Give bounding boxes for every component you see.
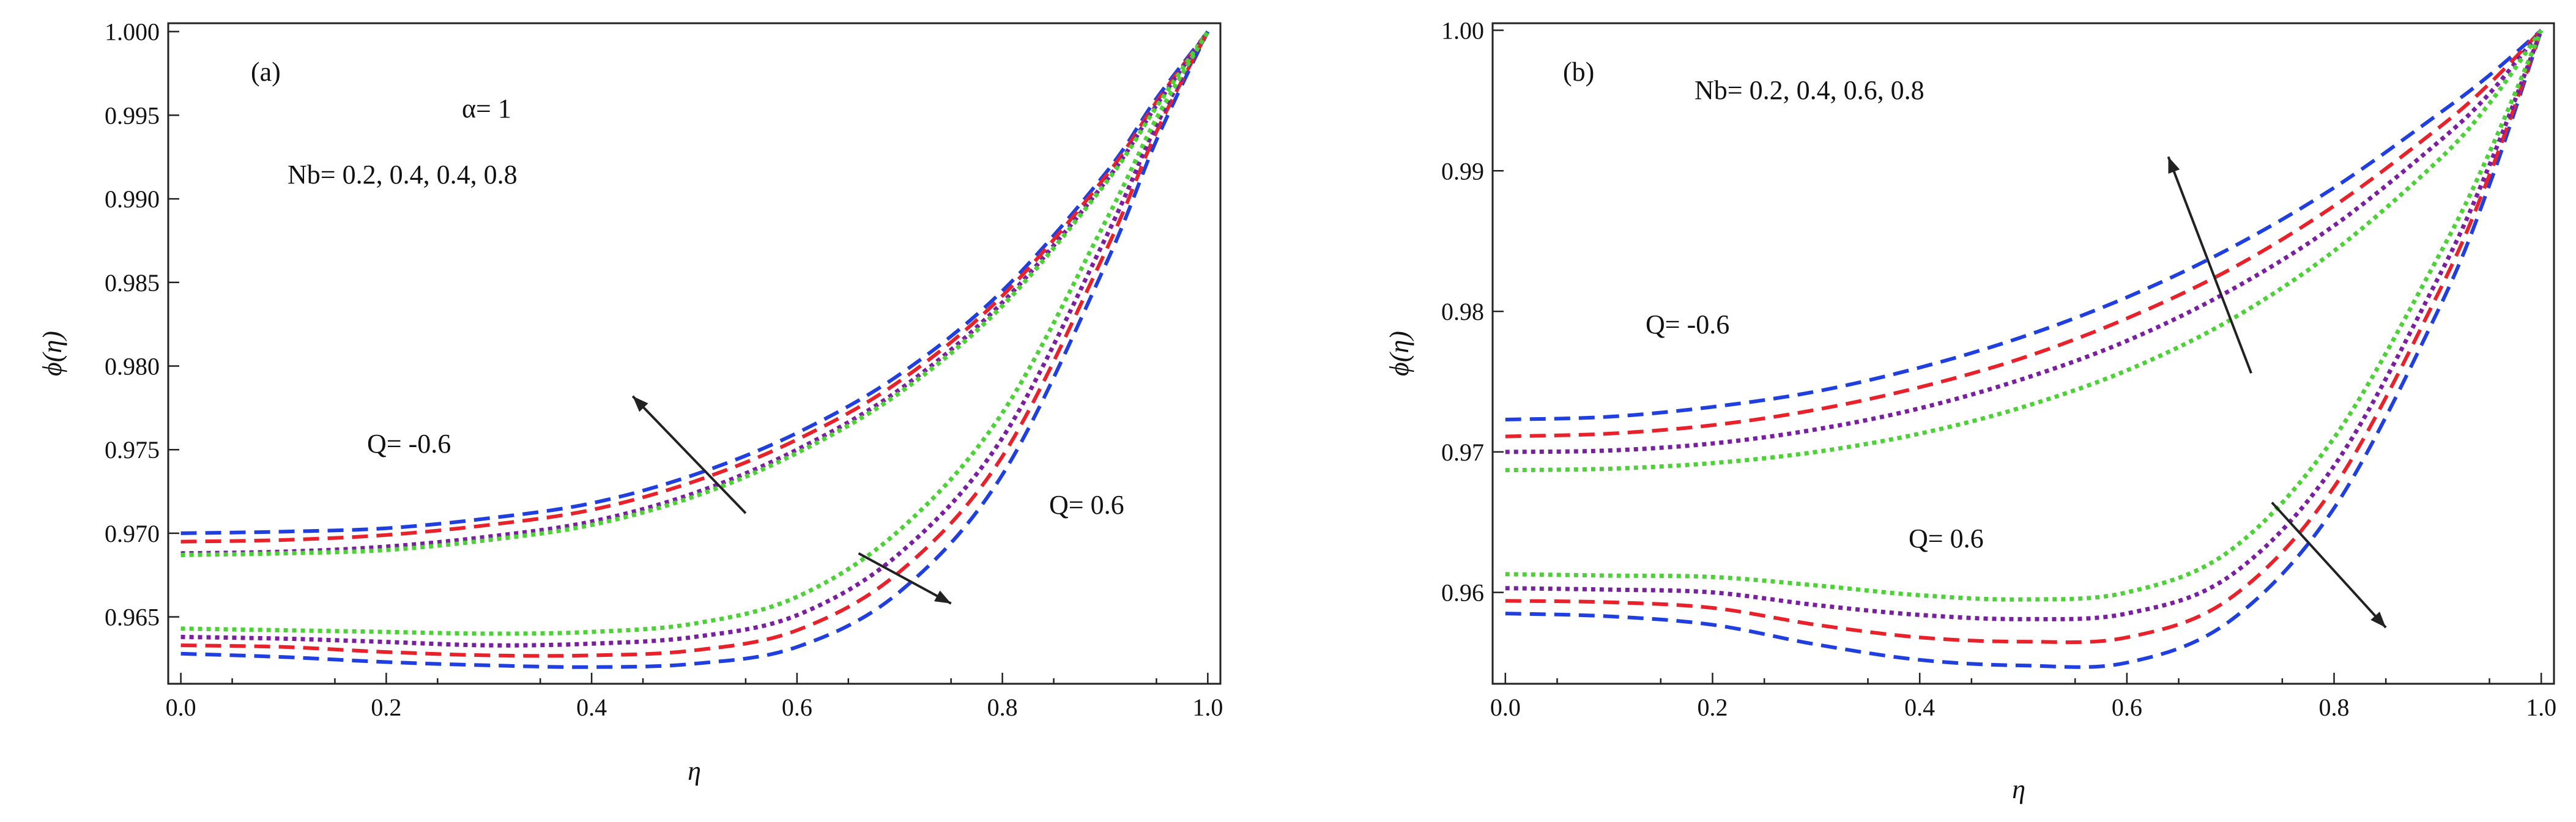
- series-line: [1505, 29, 2544, 621]
- x-tick-label: 0.4: [576, 694, 607, 721]
- x-tick-label: 0.4: [1904, 694, 1935, 721]
- trend-arrow-head: [934, 590, 951, 604]
- chart-panel-a: 0.0 0.2 0.4 0.6 0.8 1.0 0.9650.9700.9750.9800…: [37, 18, 1223, 786]
- x-tick-label: 0.2: [1697, 694, 1728, 721]
- nb-annotation-a: Nb= 0.2, 0.4, 0.4, 0.8: [288, 160, 518, 190]
- series-line: [1505, 29, 2544, 473]
- x-ticks-a: 0.0 0.2 0.4 0.6 0.8 1.0: [166, 673, 1223, 721]
- plot-frame-a: [167, 22, 1222, 685]
- chart-panel-b: 0.0 0.2 0.4 0.6 0.8 1.0 0.960.970.980.991.00 …: [1384, 17, 2556, 804]
- y-tick-label: 1.00: [1441, 17, 1484, 44]
- y-tick-label: 0.965: [105, 604, 160, 631]
- q-pos-annotation-a: Q= 0.6: [1049, 490, 1124, 520]
- y-ticks-b: 0.96 0.97 0.98 0.99 1.00: [1441, 17, 1504, 607]
- series-group-b: [1505, 29, 2544, 669]
- x-tick-label: 1.0: [2526, 694, 2556, 721]
- series-line: [180, 31, 1210, 669]
- x-axis-title-a: η: [688, 756, 701, 786]
- trend-arrow-line: [631, 395, 747, 514]
- arrows-group-a: [631, 395, 952, 605]
- series-line: [1505, 29, 2544, 602]
- series-line: [1505, 29, 2544, 669]
- y-axis-title-b: ϕ(η): [1384, 331, 1414, 376]
- series-line: [180, 30, 1209, 535]
- trend-arrow-line: [858, 552, 952, 605]
- y-axis-title-a: ϕ(η): [37, 331, 67, 376]
- arrows-group-b: [2167, 156, 2387, 629]
- y-tick-label: 0.980: [105, 353, 160, 380]
- trend-arrow-line: [2167, 156, 2252, 374]
- x-tick-label: 0.6: [2112, 694, 2142, 721]
- x-tick-label: 0.0: [1490, 694, 1521, 721]
- x-tick-label: 0.0: [166, 694, 196, 721]
- series-line: [1505, 29, 2544, 645]
- y-tick-label: 1.000: [105, 18, 160, 46]
- y-tick-label: 0.975: [105, 436, 160, 464]
- y-tick-label: 0.990: [105, 185, 160, 213]
- x-tick-label: 0.6: [782, 694, 812, 721]
- x-tick-label: 0.8: [987, 694, 1018, 721]
- q-pos-annotation-b: Q= 0.6: [1909, 524, 1984, 554]
- series-line: [180, 31, 1210, 658]
- series-line: [1505, 29, 2543, 454]
- series-line: [1505, 29, 2543, 421]
- y-tick-label: 0.99: [1441, 157, 1484, 185]
- y-ticks-a: 0.965 0.970 0.975 0.980 0.985 0.990 0.995 1.000: [105, 18, 179, 631]
- trend-arrow-head: [2168, 157, 2180, 174]
- y-tick-label: 0.970: [105, 520, 160, 547]
- y-tick-label: 0.985: [105, 269, 160, 297]
- alpha-annotation: α= 1: [462, 94, 511, 124]
- series-line: [1505, 29, 2543, 439]
- series-line: [180, 31, 1210, 648]
- panel-label-a: (a): [251, 57, 281, 87]
- y-tick-label: 0.98: [1441, 298, 1484, 325]
- series-line: [180, 30, 1210, 636]
- y-tick-label: 0.97: [1441, 439, 1484, 466]
- x-ticks-b: 0.0 0.2 0.4 0.6 0.8 1.0: [1490, 673, 2556, 721]
- series-group-a: [180, 30, 1210, 669]
- panel-label-b: (b): [1563, 57, 1594, 87]
- q-neg-annotation-b: Q= -0.6: [1646, 309, 1729, 339]
- x-axis-title-b: η: [2012, 774, 2025, 804]
- x-tick-label: 0.8: [2319, 694, 2350, 721]
- series-line: [180, 30, 1209, 544]
- y-tick-label: 0.96: [1441, 579, 1484, 607]
- trend-arrow-head: [633, 396, 648, 412]
- plot-frame-b: [1491, 22, 2555, 685]
- nb-annotation-b: Nb= 0.2, 0.4, 0.6, 0.8: [1694, 75, 1925, 105]
- x-tick-label: 1.0: [1192, 694, 1223, 721]
- y-tick-label: 0.995: [105, 102, 160, 129]
- trend-arrow-head: [2370, 612, 2386, 628]
- x-tick-label: 0.2: [371, 694, 401, 721]
- series-line: [180, 30, 1210, 556]
- trend-arrow-line: [2271, 502, 2387, 629]
- series-line: [180, 30, 1210, 557]
- q-neg-annotation-a: Q= -0.6: [367, 429, 451, 459]
